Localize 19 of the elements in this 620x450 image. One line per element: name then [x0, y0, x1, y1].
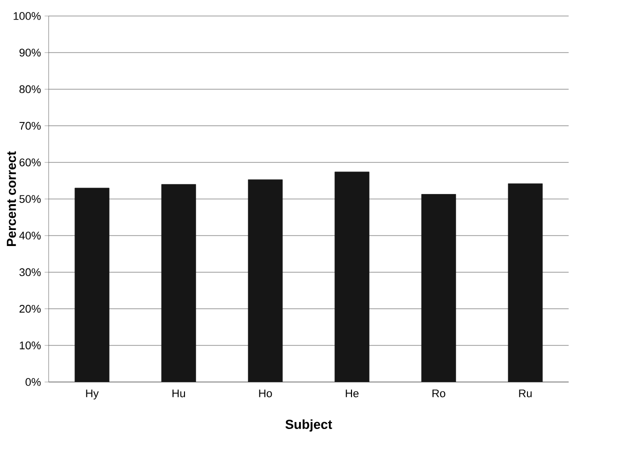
- x-tick-label: Ru: [519, 390, 532, 398]
- y-tick-label: 0%: [26, 378, 41, 386]
- y-tick-label: 30%: [19, 268, 41, 276]
- y-tick-label: 80%: [19, 85, 41, 94]
- y-tick-label: 10%: [20, 342, 41, 350]
- x-tick-label: Ro: [432, 390, 446, 398]
- x-tick-label: Hu: [172, 390, 185, 398]
- y-tick-label: 60%: [20, 158, 41, 166]
- x-tick-label: Ho: [259, 390, 272, 398]
- y-tick-label: 90%: [20, 48, 41, 57]
- y-tick-label: 20%: [20, 304, 41, 313]
- y-axis-title: Percent correct: [6, 151, 16, 246]
- y-tick-label: 100%: [14, 12, 41, 20]
- y-tick-label: 40%: [19, 232, 41, 240]
- y-tick-label: 70%: [20, 122, 41, 130]
- x-axis-title: Subject: [285, 419, 332, 432]
- x-tick-label: Hy: [86, 390, 99, 400]
- y-tick-label: 50%: [19, 195, 41, 203]
- x-tick-label: He: [346, 390, 359, 398]
